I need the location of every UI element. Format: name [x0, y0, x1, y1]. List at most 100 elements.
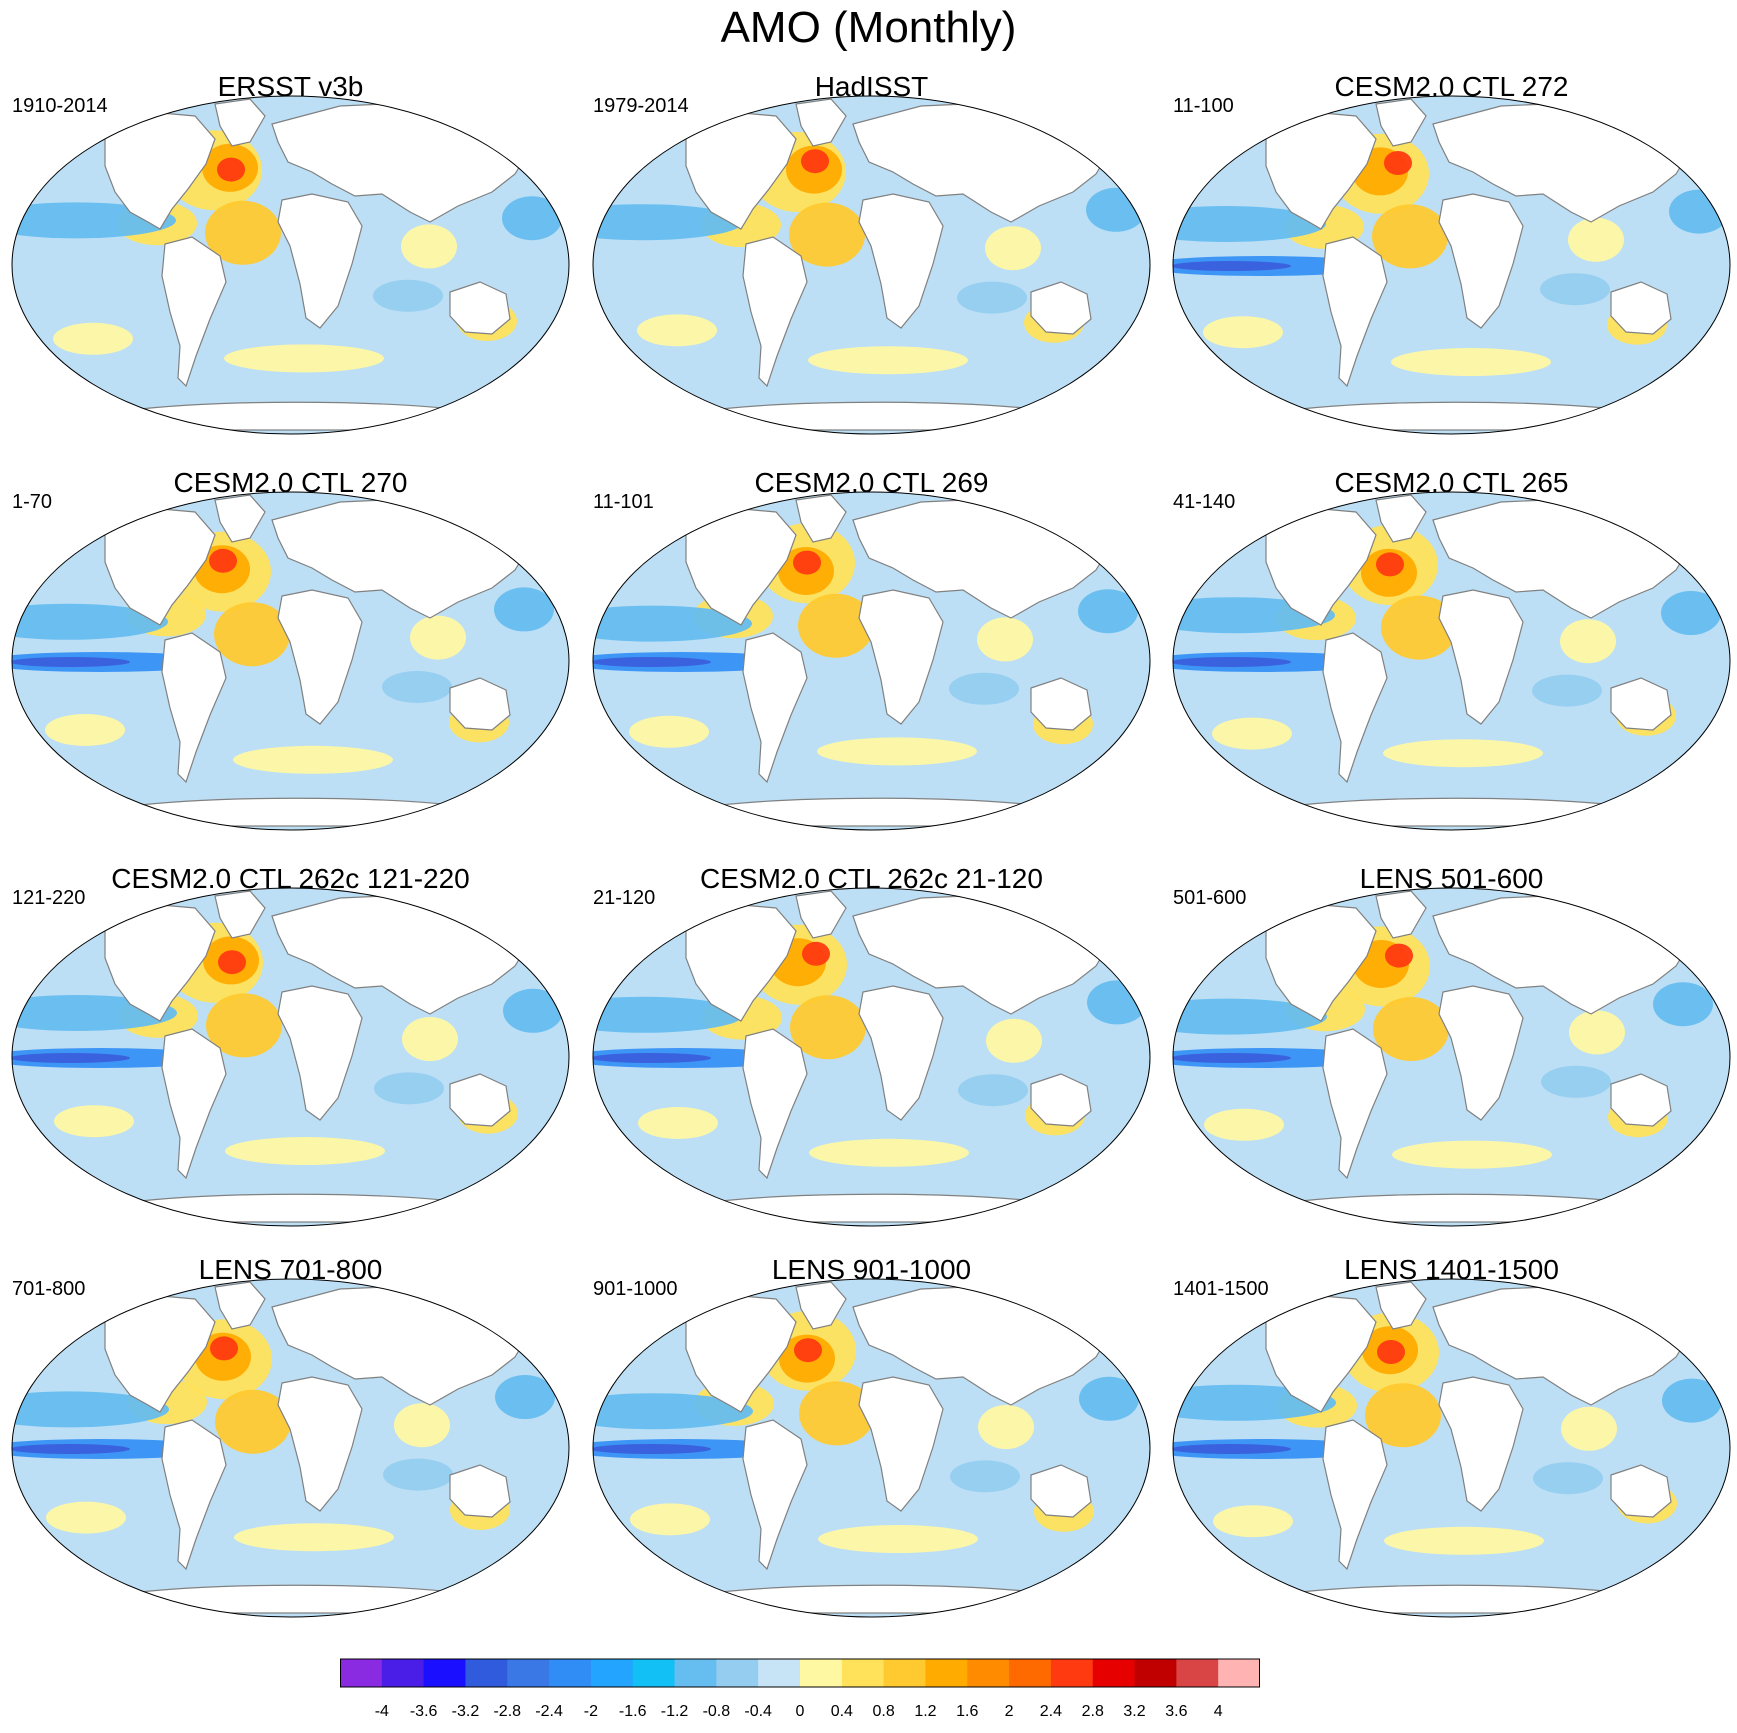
south-america-landmass	[742, 632, 808, 784]
colorbar-tick-label: -3.6	[409, 1703, 438, 1720]
greenland-landmass	[214, 1281, 266, 1330]
antarctica-landmass	[114, 1584, 481, 1614]
colorbar-tick-label: 0	[795, 1703, 805, 1720]
panel-year-range: 11-100	[1173, 95, 1234, 117]
map-border	[592, 1278, 1151, 1618]
map-panel: CESM2.0 CTL 262c 121-220 121-220	[2, 862, 579, 1252]
anomaly-map	[592, 887, 1151, 1227]
panel-title: CESM2.0 CTL 269	[754, 467, 989, 498]
map-border	[1172, 95, 1731, 435]
panel-title: CESM2.0 CTL 262c 121-220	[111, 863, 470, 894]
colorbar-swatch	[590, 1659, 634, 1687]
panel-year-range: 501-600	[1173, 887, 1247, 909]
colorbar-swatch	[423, 1659, 466, 1687]
north-america-landmass	[104, 903, 216, 1022]
colorbar-swatch	[465, 1659, 508, 1687]
panel-title: CESM2.0 CTL 272	[1334, 71, 1569, 102]
panel-title: CESM2.0 CTL 262c 21-120	[700, 863, 1043, 894]
south-america-landmass	[1322, 1419, 1388, 1571]
colorbar-swatch	[632, 1659, 676, 1687]
panel-title: CESM2.0 CTL 270	[173, 467, 408, 498]
africa-landmass	[277, 193, 363, 329]
colorbar-swatch	[841, 1659, 885, 1687]
colorbar-tick-label: 1.2	[914, 1703, 937, 1720]
africa-landmass	[858, 589, 944, 725]
panel-year-range: 121-220	[12, 887, 86, 909]
africa-landmass	[858, 985, 944, 1121]
colorbar-swatch	[340, 1659, 383, 1687]
greenland-landmass	[214, 98, 266, 147]
colorbar-tick-label: -1.2	[660, 1703, 689, 1720]
colorbar-swatch	[1050, 1659, 1094, 1687]
australia-landmass	[1030, 677, 1092, 731]
greenland-landmass	[1375, 890, 1427, 939]
africa-landmass	[858, 1376, 944, 1512]
australia-landmass	[1030, 281, 1092, 335]
figure-title: AMO (Monthly)	[720, 3, 1017, 52]
antarctica-landmass	[1275, 1193, 1642, 1223]
map-border	[11, 887, 570, 1227]
colorbar-swatch	[967, 1659, 1010, 1687]
australia-landmass	[1030, 1464, 1092, 1518]
africa-landmass	[277, 985, 363, 1121]
colorbar-swatch	[1218, 1659, 1260, 1687]
australia-landmass	[1610, 1464, 1672, 1518]
north-america-landmass	[1265, 507, 1377, 626]
antarctica-landmass	[1275, 1584, 1642, 1614]
colorbar-tick-label: 2.4	[1039, 1703, 1063, 1720]
panel-year-range: 1401-1500	[1173, 1278, 1269, 1300]
africa-landmass	[1438, 1376, 1524, 1512]
map-panel: LENS 1401-1500 1401-1500	[1163, 1253, 1737, 1643]
colorbar-tick-label: -0.8	[702, 1703, 731, 1720]
greenland-landmass	[1375, 1281, 1427, 1330]
colorbar-tick-label: 0.8	[872, 1703, 895, 1720]
australia-landmass	[1610, 677, 1672, 731]
colorbar-tick-label: -2.8	[493, 1703, 522, 1720]
colorbar-tick-label: 2.8	[1081, 1703, 1104, 1720]
panel-title: LENS 901-1000	[771, 1254, 972, 1285]
south-america-landmass	[1322, 1028, 1388, 1180]
australia-landmass	[449, 1464, 511, 1518]
colorbar	[340, 1658, 1260, 1688]
map-panel: HadISST 1979-2014	[583, 70, 1160, 460]
map-border	[11, 95, 570, 435]
map-panel: CESM2.0 CTL 270 1-70	[2, 466, 579, 856]
colorbar-tick-label: 3.6	[1165, 1703, 1188, 1720]
colorbar-swatch	[1009, 1659, 1052, 1687]
map-border	[592, 887, 1151, 1227]
greenland-landmass	[795, 494, 847, 543]
panel-title: CESM2.0 CTL 265	[1334, 467, 1569, 498]
south-america-landmass	[1322, 236, 1388, 388]
map-border	[11, 1278, 570, 1618]
australia-landmass	[1610, 1073, 1672, 1127]
antarctica-landmass	[695, 401, 1062, 431]
colorbar-tick-label: -1.6	[618, 1703, 647, 1720]
anomaly-map	[592, 1278, 1151, 1618]
colorbar-tick-label: -2	[583, 1703, 599, 1720]
colorbar-tick-label: 2	[1004, 1703, 1014, 1720]
panel-year-range: 1-70	[12, 491, 53, 513]
north-america-landmass	[104, 111, 216, 230]
south-america-landmass	[161, 1419, 227, 1571]
panel-year-range: 1910-2014	[12, 95, 108, 117]
colorbar-tick-label: -4	[374, 1703, 389, 1720]
colorbar-swatch	[800, 1659, 843, 1687]
map-border	[11, 491, 570, 831]
panel-year-range: 701-800	[12, 1278, 86, 1300]
map-border	[1172, 887, 1731, 1227]
south-america-landmass	[742, 1419, 808, 1571]
colorbar-tick-label: 3.2	[1123, 1703, 1146, 1720]
north-america-landmass	[685, 1294, 797, 1413]
map-panel: LENS 701-800 701-800	[2, 1253, 579, 1643]
panel-year-range: 21-120	[593, 887, 656, 909]
panel-title: LENS 501-600	[1359, 863, 1544, 894]
north-america-landmass	[1265, 903, 1377, 1022]
colorbar-swatch	[1092, 1659, 1136, 1687]
colorbar-tick-label: -3.2	[451, 1703, 480, 1720]
north-america-landmass	[1265, 111, 1377, 230]
panel-title: ERSST v3b	[217, 71, 364, 102]
anomaly-map	[11, 95, 570, 435]
australia-landmass	[1610, 281, 1672, 335]
north-america-landmass	[685, 507, 797, 626]
anomaly-map	[11, 491, 570, 831]
